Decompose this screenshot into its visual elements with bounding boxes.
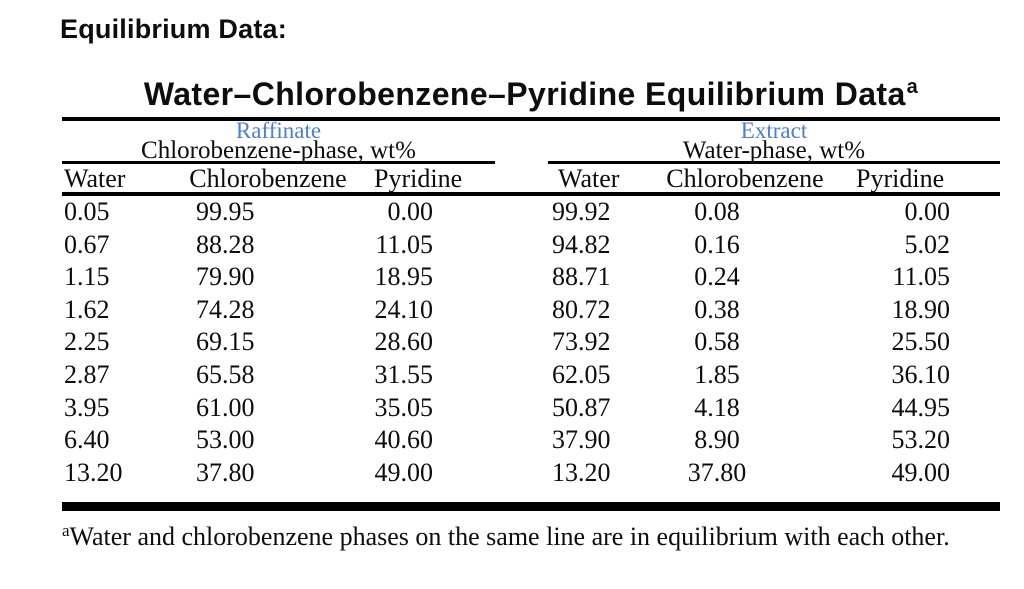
table-title: Water–Chlorobenzene–Pyridine Equilibrium…: [62, 74, 1000, 114]
extract-phase-subtitle: Water-phase, wt%: [682, 137, 866, 164]
group-header-raffinate: Raffinate Chlorobenzene-phase, wt%: [62, 118, 495, 164]
cell-raffinate-pyridine: 40.60: [374, 425, 434, 455]
cell-raffinate-chlorobenzene: 99.95: [196, 197, 255, 226]
cell-extract-chlorobenzene: 0.16: [694, 229, 740, 259]
cell-raffinate-water: 13.20: [64, 457, 123, 487]
cell-raffinate-water: 1.15: [64, 262, 110, 292]
cell-raffinate-pyridine: 35.05: [374, 392, 434, 422]
cell-extract-water: 88.71: [552, 262, 611, 292]
table-footnote: aWater and chlorobenzene phases on the s…: [62, 521, 1002, 552]
footnote-marker: a: [62, 521, 70, 541]
cell-gap: [495, 196, 548, 229]
raffinate-phase-subtitle: Chlorobenzene-phase, wt%: [141, 137, 416, 164]
equilibrium-data-table: Water–Chlorobenzene–Pyridine Equilibrium…: [62, 74, 1000, 552]
cell-extract-chlorobenzene: 0.08: [694, 197, 740, 226]
cell-extract-chlorobenzene: 37.80: [687, 457, 747, 487]
cell-extract-chlorobenzene: 0.38: [694, 294, 740, 324]
cell-raffinate-chlorobenzene: 74.28: [196, 294, 255, 324]
cell-raffinate-pyridine: 31.55: [374, 359, 434, 389]
col-header-extract-water: Water: [548, 164, 640, 196]
cell-raffinate-pyridine: 18.95: [374, 262, 434, 292]
cell-gap: [495, 424, 548, 457]
col-header-raffinate-pyridine: Pyridine: [374, 164, 495, 196]
cell-raffinate-pyridine: 11.05: [375, 229, 433, 259]
cell-extract-water: 73.92: [552, 327, 611, 357]
page-heading: Equilibrium Data:: [60, 14, 287, 44]
cell-gap: [495, 359, 548, 392]
col-header-raffinate-chlorobenzene: Chlorobenzene: [162, 164, 374, 196]
cell-raffinate-water: 6.40: [64, 425, 110, 455]
cell-gap: [495, 261, 548, 294]
cell-extract-chlorobenzene: 0.58: [694, 327, 740, 357]
cell-extract-pyridine: 25.50: [891, 327, 951, 357]
group-header-extract: Extract Water-phase, wt%: [548, 118, 1000, 164]
cell-extract-pyridine: 53.20: [891, 425, 951, 455]
cell-extract-water: 94.82: [552, 229, 611, 259]
col-header-extract-chlorobenzene: Chlorobenzene: [640, 164, 850, 196]
cell-raffinate-chlorobenzene: 88.28: [196, 229, 255, 259]
cell-extract-chlorobenzene: 1.85: [694, 359, 740, 389]
cell-extract-pyridine: 49.00: [891, 457, 951, 487]
table-title-footnote-marker: a: [906, 76, 919, 98]
cell-extract-pyridine: 18.90: [891, 294, 951, 324]
cell-gap: [495, 326, 548, 359]
cell-extract-chlorobenzene: 8.90: [694, 425, 740, 455]
cell-raffinate-water: 0.05: [64, 197, 110, 226]
cell-raffinate-chlorobenzene: 53.00: [196, 425, 255, 455]
cell-raffinate-water: 3.95: [64, 392, 110, 422]
cell-extract-water: 37.90: [552, 425, 611, 455]
cell-extract-water: 99.92: [552, 197, 611, 226]
extract-label: Extract: [740, 118, 808, 143]
cell-gap: [495, 294, 548, 327]
data-grid: Raffinate Chlorobenzene-phase, wt% Extra…: [62, 117, 1000, 512]
cell-extract-pyridine: 0.00: [904, 197, 951, 226]
cell-raffinate-pyridine: 28.60: [374, 327, 434, 357]
cell-extract-pyridine: 11.05: [892, 262, 950, 292]
cell-raffinate-chlorobenzene: 79.90: [196, 262, 255, 292]
col-header-gap: [495, 164, 548, 196]
cell-raffinate-chlorobenzene: 61.00: [196, 392, 255, 422]
cell-raffinate-water: 2.87: [64, 359, 110, 389]
cell-extract-water: 62.05: [552, 359, 611, 389]
cell-raffinate-chlorobenzene: 37.80: [196, 457, 255, 487]
cell-raffinate-pyridine: 0.00: [387, 197, 434, 226]
cell-extract-water: 80.72: [552, 294, 611, 324]
cell-raffinate-chlorobenzene: 69.15: [196, 327, 255, 357]
group-header-gap: [495, 121, 548, 161]
table-title-text: Water–Chlorobenzene–Pyridine Equilibrium…: [143, 76, 906, 112]
cell-raffinate-pyridine: 24.10: [374, 294, 434, 324]
cell-gap: [495, 392, 548, 425]
footnote-text: Water and chlorobenzene phases on the sa…: [69, 522, 950, 552]
cell-gap: [495, 229, 548, 262]
raffinate-label: Raffinate: [235, 118, 322, 143]
cell-extract-chlorobenzene: 4.18: [694, 392, 740, 422]
cell-extract-chlorobenzene: 0.24: [694, 262, 740, 292]
cell-extract-pyridine: 5.02: [904, 229, 951, 259]
cell-extract-water: 13.20: [552, 457, 611, 487]
cell-raffinate-water: 2.25: [64, 327, 110, 357]
cell-raffinate-water: 1.62: [64, 294, 110, 324]
cell-raffinate-water: 0.67: [64, 229, 110, 259]
cell-extract-pyridine: 36.10: [891, 359, 951, 389]
cell-extract-water: 50.87: [552, 392, 611, 422]
cell-extract-pyridine: 44.95: [891, 392, 951, 422]
col-header-raffinate-water: Water: [62, 164, 162, 196]
cell-raffinate-pyridine: 49.00: [374, 457, 434, 487]
cell-raffinate-chlorobenzene: 65.58: [196, 359, 255, 389]
cell-gap: [495, 457, 548, 490]
col-header-extract-pyridine: Pyridine: [850, 164, 1000, 196]
